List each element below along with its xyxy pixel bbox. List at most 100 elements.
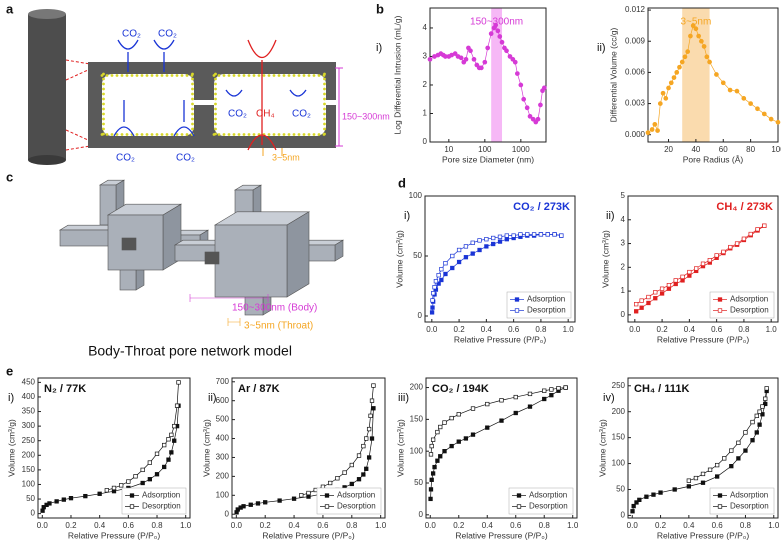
marker [736, 440, 741, 445]
cylinder [28, 14, 66, 160]
marker [761, 111, 767, 117]
gas-label: CO₂ [158, 29, 177, 40]
y-tick-label: 0 [225, 509, 230, 518]
marker [61, 497, 66, 502]
marker [450, 265, 455, 271]
diagram-a-labels: CO₂ CO₂ CO₂ CO₂ CO₂ CH₄ CO₂ [116, 29, 311, 164]
marker [429, 477, 434, 482]
dot [214, 92, 217, 96]
dot [242, 74, 246, 77]
marker [499, 39, 505, 45]
gas-label: CO₂ [116, 153, 135, 164]
marker [436, 281, 441, 286]
x-axis-label: Pore Radius (Å) [683, 154, 744, 164]
marker [306, 490, 311, 496]
y-tick-label: 4 [621, 215, 626, 224]
marker [428, 487, 434, 492]
marker [634, 309, 639, 314]
dot [102, 117, 105, 121]
y-tick-label: 350 [22, 407, 36, 416]
marker [748, 101, 753, 106]
marker [504, 237, 509, 242]
marker [666, 85, 671, 91]
marker [707, 258, 712, 263]
marker [430, 437, 436, 442]
dot [140, 74, 144, 77]
marker [524, 105, 530, 111]
panel-letter: d [398, 175, 406, 190]
x-tick-label: 0.4 [481, 325, 493, 334]
chart: 0 100 200 300 400 500 600 700 0.0 0.2 0.4 0.6 0.8 1.0… [201, 377, 387, 540]
dot [160, 133, 164, 136]
marker [371, 406, 376, 411]
dot [297, 133, 301, 136]
panel-label: i) [8, 392, 14, 404]
marker [172, 438, 177, 443]
y-tick-label: 400 [22, 392, 36, 401]
marker [757, 409, 762, 414]
dot [155, 74, 159, 77]
gas-label: CO₂ [228, 109, 247, 120]
x-tick-label: 80 [746, 145, 755, 154]
marker [255, 501, 261, 506]
marker [542, 388, 547, 393]
marker [715, 474, 720, 479]
marker [47, 501, 52, 506]
marker [754, 430, 759, 435]
x-tick-label: 0.0 [629, 325, 641, 334]
marker [527, 113, 533, 119]
y-tick-label: 300 [216, 453, 230, 462]
marker [699, 38, 704, 44]
dot [120, 74, 124, 77]
x-tick-label: 1.0 [567, 521, 579, 530]
marker [432, 285, 437, 290]
marker [356, 453, 362, 458]
y-tick-label: 200 [22, 450, 36, 459]
dot [302, 74, 306, 77]
y-axis-label: Volume (cm³/g) [394, 230, 404, 288]
dot [237, 74, 241, 77]
y-axis-label: Volume (cm³/g) [201, 419, 211, 477]
marker [68, 496, 74, 501]
marker [727, 87, 733, 93]
pore-body [214, 74, 326, 136]
marker [488, 31, 494, 37]
marker [147, 477, 152, 482]
marker [458, 55, 464, 61]
marker [639, 305, 644, 310]
x-axis-label: Relative Pressure (P/P₀) [68, 530, 161, 540]
x-axis-label: Relative Pressure (P/P₀) [454, 334, 547, 344]
marker [452, 51, 458, 56]
dot [247, 133, 251, 136]
marker [655, 128, 660, 133]
legend-marker [129, 493, 135, 498]
plot-frame [424, 195, 576, 323]
x-tick-label: 0.2 [65, 521, 77, 530]
marker [688, 33, 693, 39]
dot [214, 107, 217, 111]
x-tick-label: 0.4 [289, 521, 301, 530]
x-tick-label: 0.6 [508, 325, 520, 334]
x-axis-label: Relative Pressure (P/P₀) [262, 530, 355, 540]
marker [521, 96, 527, 102]
dot [277, 74, 281, 77]
marker [760, 412, 765, 417]
marker [428, 496, 433, 502]
dot [191, 127, 194, 131]
legend-label: Desorption [527, 306, 566, 315]
marker [449, 415, 454, 421]
panel-label: iv) [603, 392, 615, 404]
dot [214, 82, 217, 86]
legend-marker [717, 308, 723, 313]
chart-title: Ar / 87K [238, 383, 280, 395]
x-tick-label: 0.6 [123, 521, 135, 530]
y-tick-label: 0.003 [625, 99, 646, 108]
x-tick-label: 1.0 [563, 325, 575, 334]
dot [191, 92, 194, 96]
dot [185, 74, 189, 77]
dot [155, 133, 159, 136]
x-tick-label: 0.0 [231, 521, 243, 530]
x-tick-label: 0.4 [683, 521, 695, 530]
dot [227, 133, 231, 136]
